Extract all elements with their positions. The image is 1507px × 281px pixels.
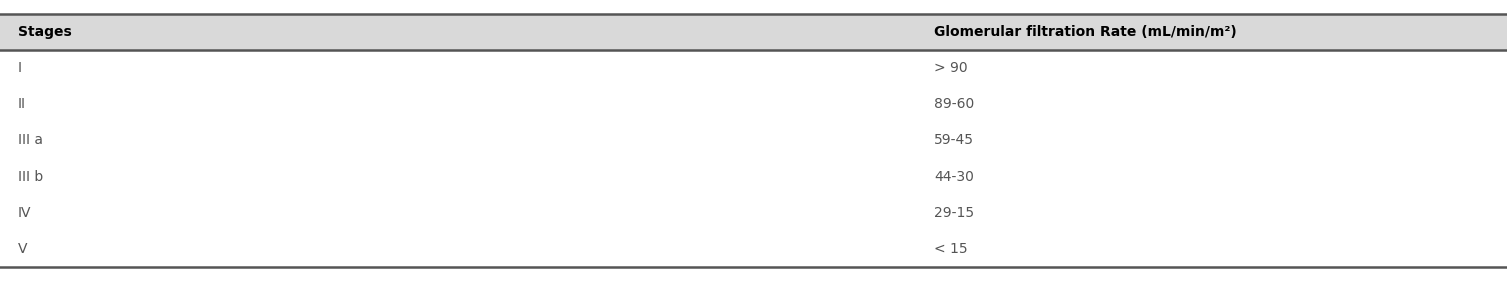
Text: 89-60: 89-60 [934,98,975,111]
Text: V: V [18,242,27,256]
Text: II: II [18,98,26,111]
FancyBboxPatch shape [0,50,1507,86]
Text: < 15: < 15 [934,242,967,256]
Text: 29-15: 29-15 [934,206,975,220]
Text: Stages: Stages [18,25,72,39]
Text: 59-45: 59-45 [934,133,975,148]
Text: III b: III b [18,170,44,183]
FancyBboxPatch shape [0,14,1507,50]
FancyBboxPatch shape [0,231,1507,267]
FancyBboxPatch shape [0,195,1507,231]
Text: > 90: > 90 [934,61,967,75]
Text: 44-30: 44-30 [934,170,974,183]
Text: III a: III a [18,133,44,148]
Text: I: I [18,61,23,75]
Text: Glomerular filtration Rate (mL/min/m²): Glomerular filtration Rate (mL/min/m²) [934,25,1237,39]
Text: IV: IV [18,206,32,220]
FancyBboxPatch shape [0,86,1507,123]
FancyBboxPatch shape [0,158,1507,195]
FancyBboxPatch shape [0,123,1507,158]
